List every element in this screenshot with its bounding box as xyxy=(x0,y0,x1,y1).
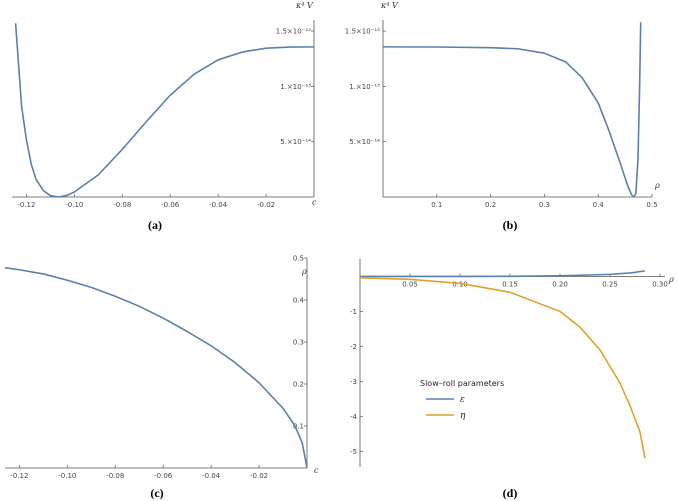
chart-d-legend-title: Slow–roll parameters xyxy=(420,379,504,388)
chart-c-x-tick-label: -0.12 xyxy=(10,472,28,480)
chart-b-panel-label: (b) xyxy=(503,218,518,232)
chart-d-y-tick-label: -1 xyxy=(350,308,357,316)
chart-a-y-axis-label: κ⁴ V xyxy=(295,1,314,10)
chart-c-y-axis-label: ρ xyxy=(301,267,307,276)
chart-c-x-tick-label: -0.10 xyxy=(58,472,76,480)
chart-a-x-tick-label: -0.12 xyxy=(17,201,35,209)
chart-d-x-tick-label: 0.25 xyxy=(602,280,618,288)
chart-d-x-tick-label: 0.05 xyxy=(402,280,418,288)
chart-c-y-tick-label: 0.3 xyxy=(293,339,304,347)
chart-b-x-tick-label: 0.5 xyxy=(646,201,657,209)
chart-d-legend-entry-1: η xyxy=(460,411,466,421)
chart-b-x-tick-label: 0.1 xyxy=(431,201,442,209)
chart-c-y-tick-label: 0.4 xyxy=(293,297,305,305)
chart-c-series-line xyxy=(4,266,308,469)
chart-a-x-axis-label: c xyxy=(312,198,317,207)
chart-a-x-tick-label: -0.10 xyxy=(65,201,83,209)
chart-a-y-tick-label: 1.×10⁻¹³ xyxy=(280,83,311,91)
chart-d-y-tick-label: -4 xyxy=(350,413,358,421)
chart-d-y-tick-label: -3 xyxy=(350,378,357,386)
chart-a-x-tick-label: -0.04 xyxy=(209,201,228,209)
chart-c-y-tick-label: 0.2 xyxy=(293,381,304,389)
chart-d-x-tick-label: 0.15 xyxy=(502,280,518,288)
chart-d-x-tick-label: 0.30 xyxy=(652,280,668,288)
chart-d-legend-entry-0: ε xyxy=(460,395,465,405)
chart-b-x-tick-label: 0.4 xyxy=(593,201,605,209)
chart-c-panel-label: (c) xyxy=(150,486,163,500)
chart-d-x-tick-label: 0.20 xyxy=(552,280,568,288)
chart-a-series-line xyxy=(14,23,315,198)
chart-c-y-tick-label: 0.1 xyxy=(293,423,304,431)
chart-b-y-tick-label: 5.×10⁻¹⁴ xyxy=(349,138,380,146)
chart-c-x-tick-label: -0.04 xyxy=(202,472,221,480)
chart-a-panel-label: (a) xyxy=(148,218,162,232)
chart-c-x-axis-label: c xyxy=(314,466,319,475)
chart-b-y-axis-label: κ⁴ V xyxy=(380,1,399,10)
chart-d-series-line-0 xyxy=(360,270,646,278)
chart-d-panel-label: (d) xyxy=(503,486,518,500)
chart-b-x-tick-label: 0.2 xyxy=(485,201,496,209)
chart-c-x-tick-label: -0.08 xyxy=(106,472,124,480)
chart-c-x-tick-label: -0.06 xyxy=(154,472,173,480)
chart-d-series-line-1 xyxy=(359,277,646,459)
chart-a-x-tick-label: -0.08 xyxy=(113,201,131,209)
chart-b-x-tick-label: 0.3 xyxy=(539,201,550,209)
chart-d-y-tick-label: -5 xyxy=(350,448,357,456)
chart-a-x-tick-label: -0.02 xyxy=(257,201,275,209)
chart-a-x-tick-label: -0.06 xyxy=(161,201,180,209)
chart-d-y-tick-label: -2 xyxy=(350,343,357,351)
chart-d-x-axis-label: ρ xyxy=(668,275,674,284)
chart-b-y-tick-label: 1.5×10⁻¹³ xyxy=(345,28,380,36)
chart-c-y-tick-label: 0.5 xyxy=(293,255,304,263)
chart-b-x-axis-label: ρ xyxy=(654,181,660,190)
chart-a-y-tick-label: 5.×10⁻¹⁴ xyxy=(280,138,311,146)
chart-a-y-tick-label: 1.5×10⁻¹³ xyxy=(276,28,311,36)
chart-d-x-tick-label: 0.10 xyxy=(452,280,468,288)
chart-b-series-line xyxy=(382,22,642,198)
chart-c-x-tick-label: -0.02 xyxy=(250,472,268,480)
chart-b-y-tick-label: 1.×10⁻¹³ xyxy=(349,83,380,91)
